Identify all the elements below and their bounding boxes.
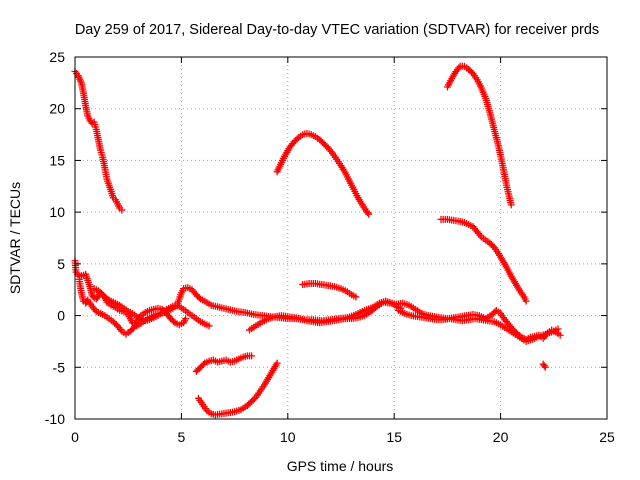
series-arc-near-zero-c bbox=[90, 285, 213, 330]
y-tick-label: 10 bbox=[49, 204, 65, 220]
data-point bbox=[364, 209, 372, 217]
x-tick-label: 25 bbox=[599, 429, 615, 445]
data-point bbox=[540, 362, 548, 370]
data-point bbox=[273, 359, 281, 367]
y-tick-label: -5 bbox=[53, 359, 66, 375]
data-point bbox=[205, 322, 213, 330]
y-tick-label: -10 bbox=[45, 411, 65, 427]
y-axis-label: SDTVAR / TECUs bbox=[7, 182, 23, 294]
data-points bbox=[71, 62, 564, 419]
data-point bbox=[182, 315, 190, 323]
data-point bbox=[199, 361, 207, 369]
y-tick-label: 5 bbox=[57, 256, 65, 272]
data-point bbox=[195, 294, 203, 302]
data-point bbox=[102, 294, 110, 302]
series-arc-near-zero-e bbox=[394, 306, 562, 345]
data-point bbox=[554, 325, 562, 333]
y-tick-label: 20 bbox=[49, 101, 65, 117]
x-tick-label: 5 bbox=[178, 429, 186, 445]
data-point bbox=[248, 352, 256, 360]
x-axis-label: GPS time / hours bbox=[287, 458, 394, 474]
data-point bbox=[522, 297, 530, 305]
data-point bbox=[352, 293, 360, 301]
y-tick-label: 0 bbox=[57, 308, 65, 324]
x-tick-label: 15 bbox=[386, 429, 402, 445]
chart-title: Day 259 of 2017, Sidereal Day-to-day VTE… bbox=[75, 22, 599, 38]
data-point bbox=[129, 324, 137, 332]
data-point bbox=[293, 135, 301, 143]
series-arc-early-descent bbox=[71, 67, 126, 214]
axis-ticks: 0 5 10 15 20 25 -10 -5 0 5 10 15 20 25 bbox=[45, 49, 615, 445]
series-arc-isolated bbox=[539, 360, 549, 371]
plot-frame bbox=[74, 56, 608, 420]
series-arc-decline-19h bbox=[437, 215, 530, 305]
data-point bbox=[365, 210, 373, 218]
series-arc-small-11h bbox=[299, 280, 360, 301]
x-tick-label: 0 bbox=[71, 429, 79, 445]
data-point bbox=[507, 201, 515, 209]
series-arc-negative-b bbox=[194, 359, 281, 419]
data-point bbox=[556, 331, 564, 339]
series-arc-peak-18h bbox=[443, 62, 515, 209]
data-point bbox=[541, 363, 549, 371]
x-tick-label: 10 bbox=[280, 429, 296, 445]
grid bbox=[75, 57, 607, 419]
series-arc-negative-a bbox=[192, 352, 256, 375]
data-point bbox=[170, 317, 178, 325]
x-tick-label: 20 bbox=[493, 429, 509, 445]
data-point bbox=[118, 206, 126, 214]
series-arc-hump-11h bbox=[273, 130, 373, 218]
y-tick-label: 25 bbox=[49, 49, 65, 65]
series-arc-near-zero-a bbox=[71, 257, 190, 329]
y-tick-label: 15 bbox=[49, 152, 65, 168]
data-point bbox=[372, 304, 380, 312]
